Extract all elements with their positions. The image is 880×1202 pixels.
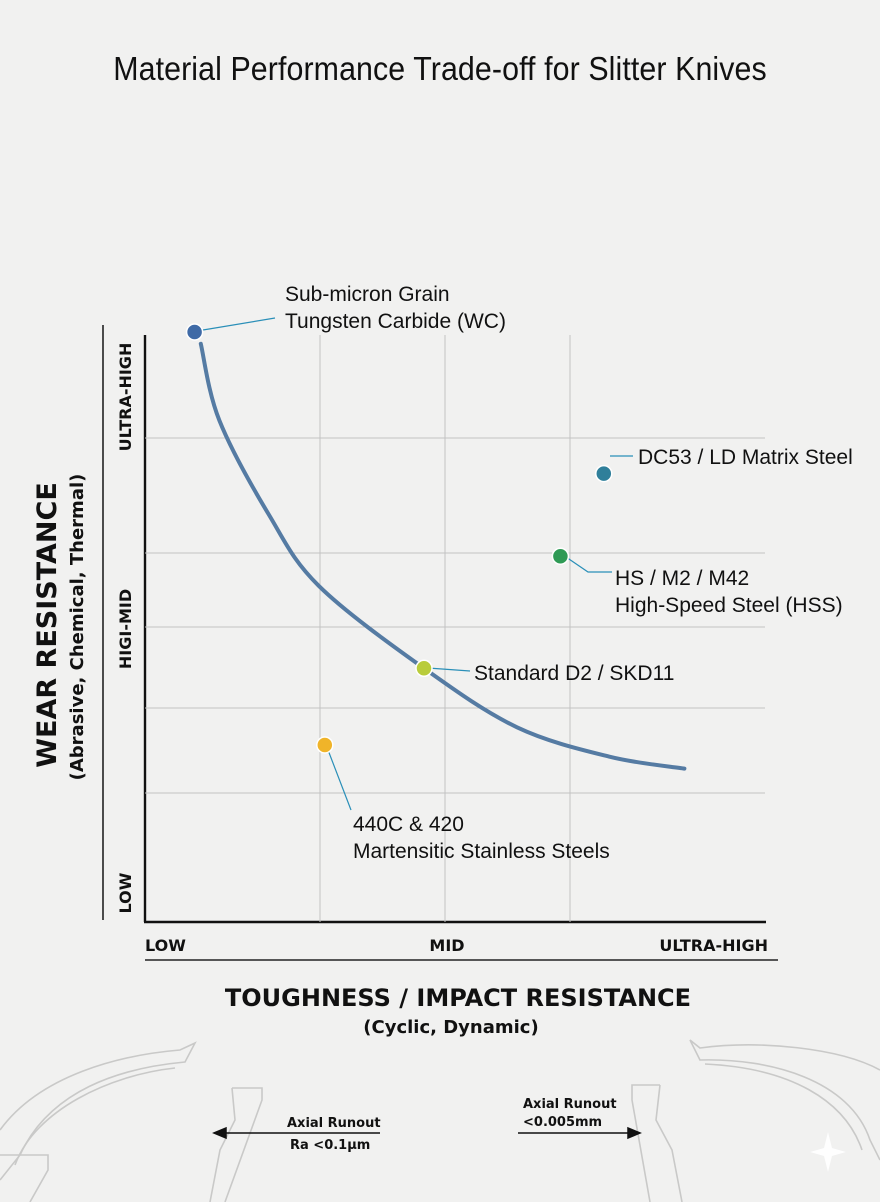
- runout-arrow-left: [212, 1126, 380, 1140]
- x-tick-mid: MID: [429, 936, 464, 955]
- point-sub-micron-grain-tungsten-carbide-wc: [185, 323, 204, 341]
- leader-440c-420-martensitic-stainless-steels: [327, 749, 352, 811]
- y-tick-low: LOW: [116, 872, 135, 913]
- point-label-sub-micron-grain-tungsten-carbide-wc-1: Sub-micron Grain: [285, 283, 450, 306]
- point-dc53-ld-matrix-steel: [595, 464, 613, 483]
- point-labels: Sub-micron Grain Tungsten Carbide (WC) DC5…: [285, 283, 853, 863]
- point-440c-420-martensitic-stainless-steels: [316, 736, 334, 754]
- leader-lines: [202, 317, 633, 811]
- leader-hs-m2-m42-high-speed-steel-hss: [565, 556, 612, 573]
- point-label-hs-m2-m42-high-speed-steel-hss-2: High-Speed Steel (HSS): [615, 594, 843, 617]
- chart-title: Material Performance Trade-off for Slitt…: [113, 50, 767, 87]
- note-left-line1: Axial Runout: [287, 1116, 381, 1131]
- point-label-440c-420-martensitic-stainless-steels-2: Martensitic Stainless Steels: [353, 840, 610, 863]
- sparkle-icon: [810, 1132, 846, 1172]
- x-axis-label: TOUGHNESS / IMPACT RESISTANCE: [225, 984, 691, 1012]
- y-axis-label: WEAR RESISTANCE: [32, 482, 63, 768]
- y-tick-higi-mid: HIGI-MID: [116, 589, 135, 669]
- y-tick-ultra-high: ULTRA-HIGH: [116, 343, 135, 452]
- note-left-line2: Ra <0.1μm: [290, 1138, 370, 1153]
- note-right-line1: Axial Runout: [523, 1097, 617, 1112]
- gridlines: [145, 335, 765, 922]
- point-label-440c-420-martensitic-stainless-steels-1: 440C & 420: [353, 813, 464, 836]
- data-points: [185, 323, 613, 754]
- y-axis-sublabel: (Abrasive, Chemical, Thermal): [67, 474, 88, 781]
- leader-standard-d2-skd11: [427, 667, 471, 672]
- x-tick-low: LOW: [145, 936, 186, 955]
- knife-sketch-right: [631, 1039, 880, 1202]
- axes: [102, 325, 778, 961]
- point-label-dc53-ld-matrix-steel-1: DC53 / LD Matrix Steel: [638, 446, 853, 469]
- tradeoff-curve: [198, 341, 687, 771]
- point-standard-d2-skd11: [415, 659, 433, 678]
- point-hs-m2-m42-high-speed-steel-hss: [551, 547, 570, 565]
- knife-sketch-left: [0, 1041, 263, 1202]
- point-label-hs-m2-m42-high-speed-steel-hss-1: HS / M2 / M42: [615, 567, 749, 590]
- runout-arrow-right: [518, 1126, 642, 1140]
- x-axis-sublabel: (Cyclic, Dynamic): [363, 1017, 538, 1038]
- x-tick-ultra-high: ULTRA-HIGH: [659, 936, 768, 955]
- point-label-sub-micron-grain-tungsten-carbide-wc-2: Tungsten Carbide (WC): [285, 310, 506, 333]
- note-right-line2: <0.005mm: [523, 1115, 602, 1130]
- point-label-standard-d2-skd11-1: Standard D2 / SKD11: [474, 662, 674, 685]
- leader-sub-micron-grain-tungsten-carbide-wc: [202, 317, 276, 331]
